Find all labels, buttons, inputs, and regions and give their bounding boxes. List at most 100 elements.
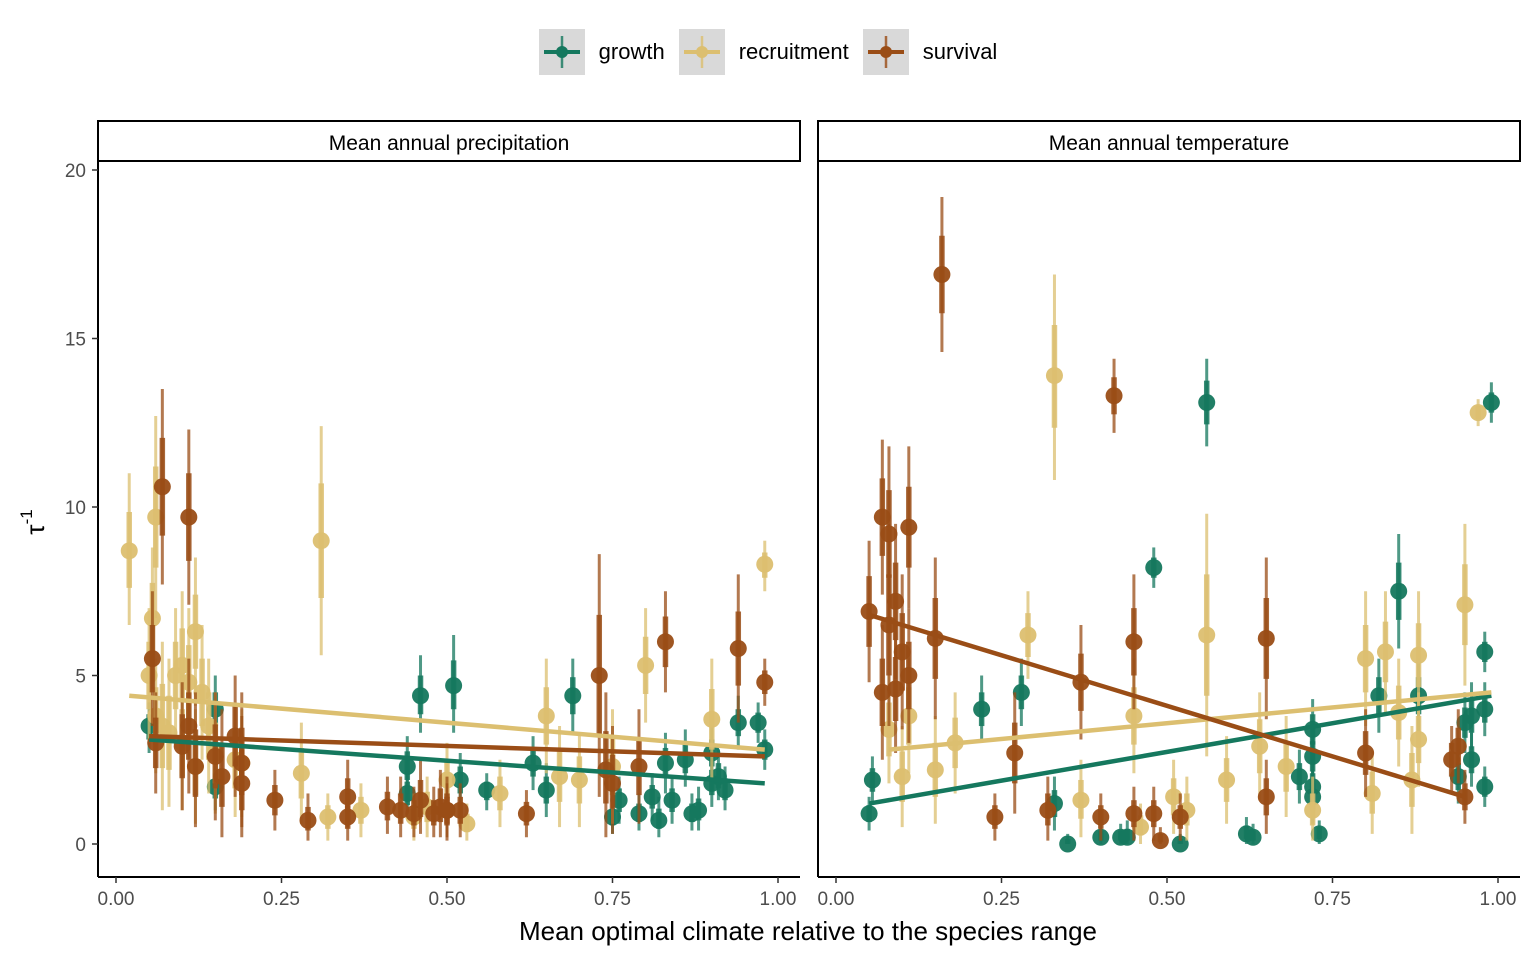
panel-title: Mean annual precipitation [329,132,570,155]
data-point [186,757,204,775]
data-point [478,781,496,799]
data-point [926,761,944,779]
legend-item-survival: survival [862,29,997,75]
data-point [1370,687,1388,705]
data-point [1125,707,1143,725]
data-point [1257,629,1275,647]
legend-key-recruitment [678,29,725,75]
data-point [1198,394,1216,412]
x-tick-label: 0.50 [1149,889,1186,910]
data-point [604,774,621,792]
data-point [716,781,734,799]
legend: growth recruitment survival [0,28,1536,76]
data-point [1469,404,1487,422]
data-point [703,710,721,728]
data-point [1218,771,1236,789]
y-tick-label: 15 [65,330,86,351]
data-point [1006,744,1024,762]
data-point [900,518,918,536]
fit-line-recruitment [129,693,765,752]
data-point [880,525,898,543]
data-point [1171,808,1189,826]
data-point [445,677,463,695]
fit-line-growth [148,737,765,786]
data-point [412,687,430,705]
data-point [1145,559,1163,577]
strip-2 [817,120,1521,162]
data-point [1198,626,1216,644]
data-point [1463,751,1481,769]
legend-item-growth: growth [538,29,665,75]
data-point [266,791,284,809]
data-point [1145,805,1163,823]
data-point [1482,394,1500,412]
data-point [1304,801,1322,819]
data-point [1376,643,1394,661]
data-point [656,633,674,651]
fit-line-survival [149,733,765,759]
legend-key-growth [538,29,585,75]
data-point [690,801,708,819]
data-point [1125,805,1143,823]
data-point [637,656,655,674]
data-point [1244,828,1262,846]
legend-label-recruitment: recruitment [738,39,849,64]
data-point [630,757,648,775]
data-point [656,754,674,772]
y-axis-title-superscript: -1 [17,509,36,524]
legend-label-growth: growth [598,39,665,64]
data-point [551,768,569,786]
data-point [663,791,681,809]
data-point [1251,737,1269,755]
data-point [451,801,469,819]
data-point [1363,784,1381,802]
data-point [451,771,469,789]
data-point [756,673,774,691]
data-point [1390,582,1408,600]
data-point [590,667,608,684]
data-point [1039,801,1057,819]
panel-1: Mean annual precipitation 0.00 0.25 0.50 0.7… [65,120,801,910]
data-point [1019,626,1037,644]
y-axis-title-main: τ [20,524,50,535]
y-tick-label: 10 [65,498,86,519]
data-point [120,542,138,560]
data-point [299,811,317,829]
data-point [537,707,555,725]
data-point [143,650,161,668]
data-point [1059,835,1077,853]
data-point [1476,778,1494,796]
data-point [312,532,330,550]
data-point [873,683,891,701]
x-axis-title: Mean optimal climate relative to the spe… [519,916,1097,946]
data-point [233,774,251,792]
fit-line-recruitment [888,690,1492,752]
data-point [1463,707,1481,725]
data-point [1476,700,1494,718]
series-survival [860,196,1474,850]
y-tick-label: 5 [75,667,86,688]
legend-key-survival [862,29,909,75]
data-point [352,801,370,819]
data-point [650,811,668,829]
x-tick-label: 0.25 [263,889,300,910]
data-point [1257,788,1275,806]
x-tick-label: 0.75 [1314,889,1351,910]
fit-line-growth [868,693,1492,806]
data-point [537,781,555,799]
data-point [319,808,337,826]
data-point [1410,731,1428,749]
data-point [1045,367,1063,385]
data-point [1277,757,1295,775]
data-point [180,508,198,526]
series-survival [143,389,774,841]
y-axis-title: τ-1 [17,509,50,534]
data-point [1092,808,1110,826]
x-tick-label: 0.50 [429,889,466,910]
data-point [213,768,231,786]
data-point [392,801,410,819]
x-tick-label: 0.25 [983,889,1020,910]
data-point [570,771,588,789]
data-point [564,687,582,705]
